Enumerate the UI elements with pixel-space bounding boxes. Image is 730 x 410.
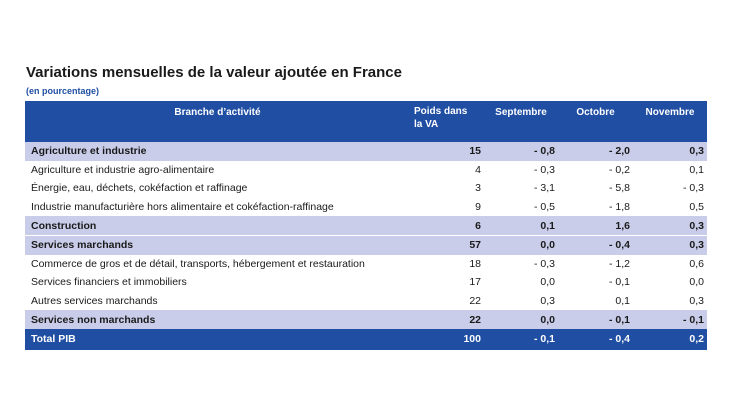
- row-novembre: 0,6: [689, 257, 704, 270]
- header-branch: Branche d’activité: [25, 101, 410, 142]
- row-label: Commerce de gros et de détail, transport…: [31, 257, 365, 270]
- row-octobre: - 0,1: [608, 276, 630, 289]
- row-label: Agriculture et industrie: [25, 142, 410, 161]
- row-septembre: 0,3: [540, 295, 555, 308]
- row-novembre: 0,3: [633, 234, 707, 255]
- row-octobre: - 0,1: [558, 310, 633, 329]
- header-poids-line2: la VA: [414, 119, 439, 130]
- header-novembre: Novembre: [633, 101, 707, 142]
- row-label: Industrie manufacturière hors alimentair…: [31, 201, 334, 214]
- row-label: Énergie, eau, déchets, cokéfaction et ra…: [31, 182, 248, 195]
- table-row: Autres services marchands 22 0,3 0,1 0,3: [25, 292, 707, 311]
- table-row: Industrie manufacturière hors alimentair…: [25, 198, 707, 217]
- row-octobre: - 0,4: [558, 328, 633, 350]
- row-label: Construction: [25, 216, 410, 236]
- header-poids-line1: Poids dans: [414, 106, 468, 117]
- table-header-row: Branche d’activité Poids dans la VA Septe…: [25, 101, 707, 142]
- row-label: Services marchands: [25, 234, 410, 255]
- row-poids: 100: [410, 328, 484, 350]
- row-label: Total PIB: [25, 328, 410, 350]
- row-septembre: 0,1: [484, 216, 558, 236]
- row-poids: 22: [410, 310, 484, 329]
- row-poids: 57: [410, 234, 484, 255]
- row-septembre: - 3,1: [533, 182, 555, 195]
- row-octobre: - 2,0: [558, 142, 633, 161]
- row-label: Services financiers et immobiliers: [31, 276, 187, 289]
- page-title: Variations mensuelles de la valeur ajout…: [26, 64, 402, 81]
- row-octobre: - 0,4: [558, 234, 633, 255]
- row-poids: 17: [469, 276, 481, 289]
- row-novembre: 0,3: [633, 216, 707, 236]
- row-label: Services non marchands: [25, 310, 410, 329]
- table-row: Services non marchands 22 0,0 - 0,1 - 0,…: [25, 310, 707, 329]
- row-novembre: 0,5: [689, 201, 704, 214]
- row-poids: 15: [410, 142, 484, 161]
- table-row: Commerce de gros et de détail, transport…: [25, 255, 707, 274]
- row-poids: 4: [475, 163, 481, 176]
- page-subtitle: (en pourcentage): [26, 86, 100, 96]
- row-label: Autres services marchands: [31, 295, 158, 308]
- table-row: Agriculture et industrie 15 - 0,8 - 2,0 …: [25, 142, 707, 161]
- row-poids: 3: [475, 182, 481, 195]
- row-octobre: - 0,2: [608, 163, 630, 176]
- row-septembre: 0,0: [484, 310, 558, 329]
- row-novembre: 0,1: [689, 163, 704, 176]
- row-septembre: 0,0: [484, 234, 558, 255]
- header-septembre: Septembre: [484, 101, 558, 142]
- row-novembre: 0,3: [689, 295, 704, 308]
- row-poids: 9: [475, 201, 481, 214]
- row-poids: 18: [469, 257, 481, 270]
- table-row: Agriculture et industrie agro-alimentair…: [25, 161, 707, 180]
- row-octobre: - 1,8: [608, 201, 630, 214]
- row-septembre: - 0,8: [484, 142, 558, 161]
- table-row: Énergie, eau, déchets, cokéfaction et ra…: [25, 179, 707, 198]
- row-octobre: 0,1: [615, 295, 630, 308]
- row-octobre: - 5,8: [608, 182, 630, 195]
- table-row: Construction 6 0,1 1,6 0,3: [25, 216, 707, 236]
- row-septembre: - 0,3: [533, 163, 555, 176]
- row-octobre: - 1,2: [608, 257, 630, 270]
- table-row-total: Total PIB 100 - 0,1 - 0,4 0,2: [25, 328, 707, 350]
- row-septembre: - 0,3: [533, 257, 555, 270]
- row-poids: 6: [410, 216, 484, 236]
- header-poids: Poids dans la VA: [410, 101, 484, 142]
- row-novembre: - 0,1: [633, 310, 707, 329]
- row-novembre: 0,0: [689, 276, 704, 289]
- row-novembre: 0,3: [633, 142, 707, 161]
- value-added-table: Branche d’activité Poids dans la VA Septe…: [25, 101, 707, 350]
- row-septembre: 0,0: [540, 276, 555, 289]
- row-novembre: 0,2: [633, 328, 707, 350]
- row-septembre: - 0,1: [484, 328, 558, 350]
- table-row: Services marchands 57 0,0 - 0,4 0,3: [25, 234, 707, 255]
- row-novembre: - 0,3: [682, 182, 704, 195]
- header-octobre: Octobre: [558, 101, 633, 142]
- row-septembre: - 0,5: [533, 201, 555, 214]
- table-row: Services financiers et immobiliers 17 0,…: [25, 273, 707, 292]
- row-octobre: 1,6: [558, 216, 633, 236]
- row-poids: 22: [469, 295, 481, 308]
- row-label: Agriculture et industrie agro-alimentair…: [31, 163, 215, 176]
